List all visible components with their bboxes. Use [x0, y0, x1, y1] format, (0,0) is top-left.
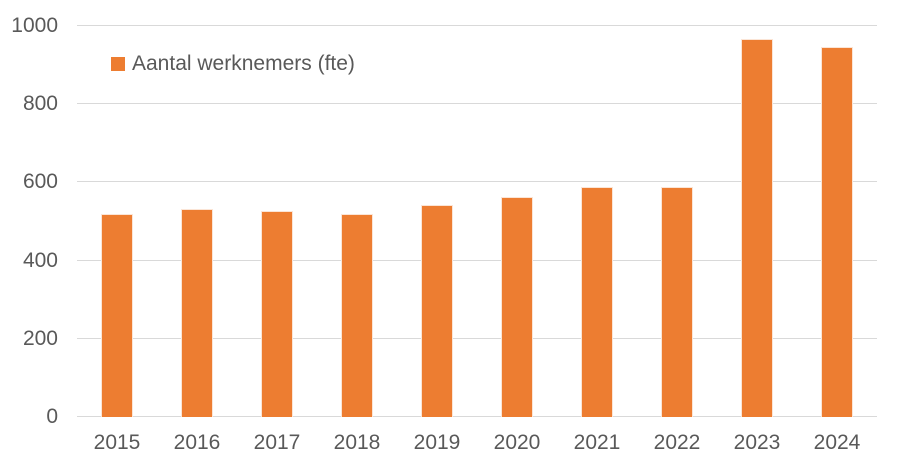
gridline [77, 416, 877, 417]
x-tick-label: 2021 [573, 431, 621, 454]
bar-2021 [581, 186, 613, 417]
bar-2016 [181, 208, 213, 417]
legend-swatch-icon [111, 57, 125, 71]
bar-2024 [821, 47, 853, 417]
bar-cell [717, 26, 797, 417]
bar-cell [637, 26, 717, 417]
gridline [77, 337, 877, 339]
gridline [77, 259, 877, 261]
x-tick-label: 2019 [413, 431, 461, 454]
bar-cell [397, 26, 477, 417]
bar-cell [557, 26, 637, 417]
x-axis: 2015 2016 2017 2018 2019 2020 2021 2022 2023 2024 [77, 431, 877, 455]
bar-cell [317, 26, 397, 417]
bar-2019 [421, 205, 453, 417]
x-tick-label: 2022 [653, 431, 701, 454]
y-tick-label: 200 [22, 326, 58, 350]
bar-cell [157, 26, 237, 417]
y-tick-label: 400 [22, 248, 58, 272]
plot-area [77, 25, 877, 417]
bar-2023 [741, 38, 773, 417]
x-tick-label: 2024 [813, 431, 861, 454]
y-axis: 0 200 400 600 800 1000 [0, 14, 58, 428]
x-tick-label: 2015 [93, 431, 141, 454]
legend-label: Aantal werknemers (fte) [132, 52, 355, 75]
gridline [77, 25, 877, 26]
x-tick-label: 2017 [253, 431, 301, 454]
bar-cell [797, 26, 877, 417]
bar-2020 [501, 197, 533, 417]
bar-cell [477, 26, 557, 417]
bar-cell [237, 26, 317, 417]
x-tick-label: 2023 [733, 431, 781, 454]
y-tick-label: 0 [46, 405, 58, 428]
bar-cell [77, 26, 157, 417]
x-tick-label: 2020 [493, 431, 541, 454]
bar-2015 [101, 213, 133, 417]
y-tick-label: 1000 [11, 14, 58, 37]
x-tick-label: 2016 [173, 431, 221, 454]
y-tick-label: 800 [22, 92, 58, 116]
gridline [77, 181, 877, 183]
bars [77, 26, 877, 417]
bar-2018 [341, 214, 373, 417]
bar-2022 [661, 187, 693, 417]
legend: Aantal werknemers (fte) [111, 52, 355, 75]
gridline [77, 103, 877, 105]
y-tick-label: 600 [22, 170, 58, 194]
x-tick-label: 2018 [333, 431, 381, 454]
bar-2017 [261, 210, 293, 417]
